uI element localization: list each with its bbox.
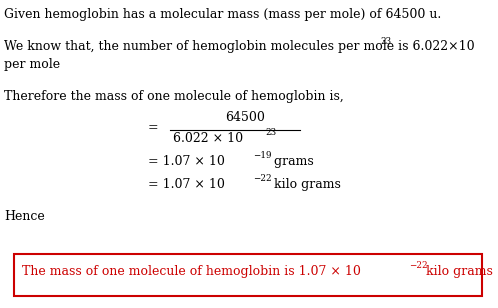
- Text: Given hemoglobin has a molecular mass (mass per mole) of 64500 u.: Given hemoglobin has a molecular mass (m…: [4, 8, 441, 21]
- Text: kilo grams: kilo grams: [270, 178, 341, 191]
- Text: Therefore the mass of one molecule of hemoglobin is,: Therefore the mass of one molecule of he…: [4, 90, 344, 103]
- Text: = 1.07 × 10: = 1.07 × 10: [148, 178, 225, 191]
- Text: 64500: 64500: [225, 111, 265, 124]
- Text: 23: 23: [380, 37, 391, 46]
- Text: = 1.07 × 10: = 1.07 × 10: [148, 155, 225, 168]
- Text: The mass of one molecule of hemoglobin is 1.07 × 10: The mass of one molecule of hemoglobin i…: [22, 265, 361, 278]
- Text: −19: −19: [253, 151, 271, 160]
- Text: We know that, the number of hemoglobin molecules per mole is 6.022×10: We know that, the number of hemoglobin m…: [4, 40, 475, 53]
- Text: Hence: Hence: [4, 210, 45, 223]
- Text: −22: −22: [253, 174, 271, 183]
- Text: per mole: per mole: [4, 58, 60, 71]
- Text: kilo grams: kilo grams: [422, 265, 493, 278]
- Text: grams: grams: [270, 155, 314, 168]
- Text: 6.022 × 10: 6.022 × 10: [173, 132, 243, 145]
- Text: 23: 23: [265, 128, 276, 137]
- Text: −22: −22: [409, 261, 428, 270]
- Text: =: =: [148, 121, 159, 135]
